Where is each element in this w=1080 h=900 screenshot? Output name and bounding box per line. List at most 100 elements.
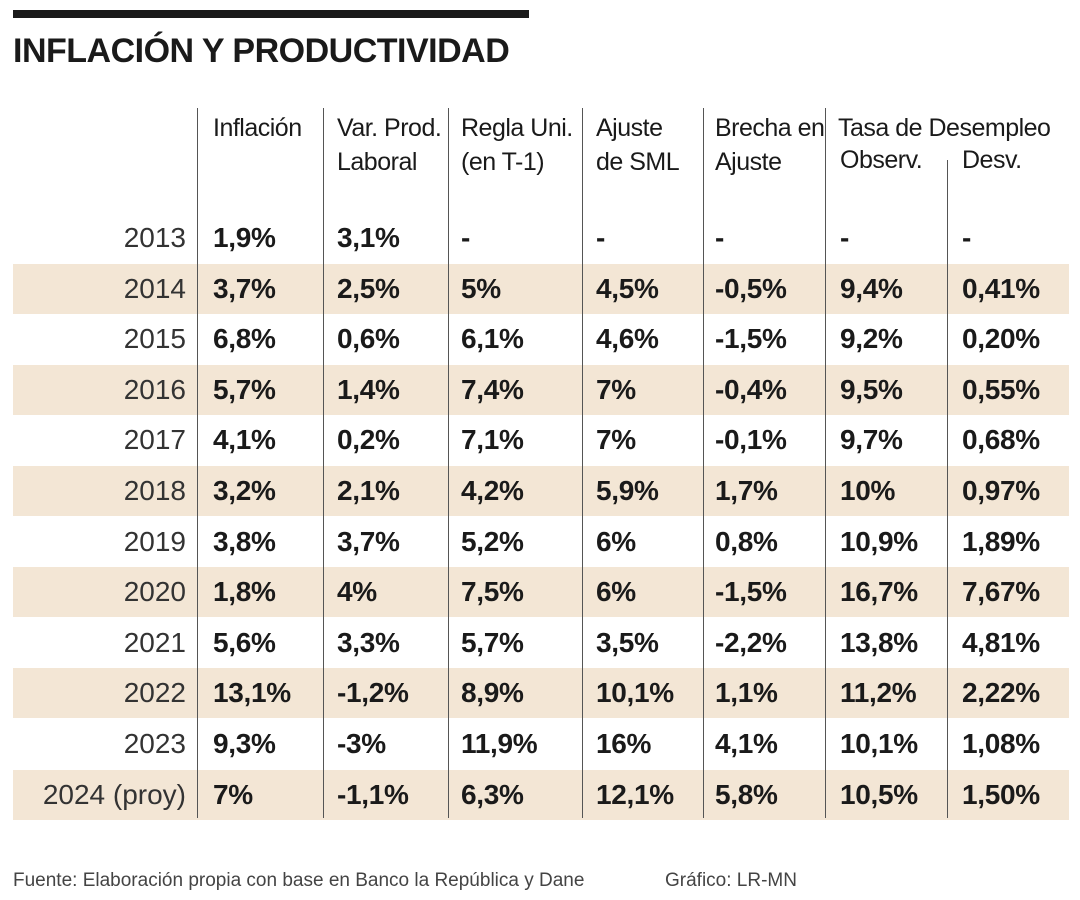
column-header-inflacion: Inflación <box>213 114 302 142</box>
column-divider <box>947 160 948 818</box>
column-header-var_prod: Var. Prod. Laboral <box>337 114 442 176</box>
cell-ajuste: 5,9% <box>596 475 659 506</box>
cell-brecha: - <box>715 222 725 253</box>
cell-desv: 4,81% <box>962 626 1040 658</box>
source-note: Fuente: Elaboración propia con base en B… <box>13 870 585 891</box>
cell-observ: 9,5% <box>840 373 903 405</box>
graphic-credit: Gráfico: LR-MN <box>665 870 797 891</box>
column-header-ajuste: Ajuste de SML <box>596 114 680 176</box>
row-year-label: 2016 <box>123 373 186 405</box>
cell-var_prod: -3% <box>337 728 386 759</box>
cell-brecha: 4,1% <box>715 728 778 759</box>
row-year-label: 2020 <box>123 576 186 608</box>
cell-inflacion: 1,8% <box>213 576 276 608</box>
cell-ajuste: 16% <box>596 728 652 759</box>
chart-title: INFLACIÓN Y PRODUCTIVIDAD <box>13 32 510 70</box>
cell-desv: 1,50% <box>962 778 1040 810</box>
cell-var_prod: 3,1% <box>337 222 400 253</box>
cell-brecha: 1,1% <box>715 677 778 709</box>
row-year-label: 2018 <box>123 475 186 506</box>
cell-var_prod: 3,7% <box>337 525 400 557</box>
cell-regla: 5,7% <box>461 626 524 658</box>
column-header-observ: Observ. <box>840 146 923 174</box>
cell-brecha: -0,4% <box>715 373 787 405</box>
cell-inflacion: 13,1% <box>213 677 291 709</box>
cell-desv: 0,68% <box>962 424 1040 456</box>
cell-ajuste: 12,1% <box>596 778 674 810</box>
column-divider <box>323 108 324 818</box>
cell-desv: 0,20% <box>962 323 1040 355</box>
cell-inflacion: 3,2% <box>213 475 276 506</box>
cell-observ: 11,2% <box>840 677 917 709</box>
row-year-label: 2015 <box>123 323 186 355</box>
cell-observ: 10% <box>840 475 896 506</box>
cell-desv: 0,55% <box>962 373 1040 405</box>
row-year-label: 2013 <box>123 222 186 253</box>
cell-observ: 16,7% <box>840 576 918 608</box>
cell-ajuste: 10,1% <box>596 677 674 709</box>
cell-ajuste: 4,6% <box>596 323 659 355</box>
cell-observ: 10,9% <box>840 525 918 557</box>
cell-desv: 1,89% <box>962 525 1040 557</box>
cell-var_prod: -1,1% <box>337 778 409 810</box>
row-band <box>13 263 1069 314</box>
cell-inflacion: 4,1% <box>213 424 276 456</box>
column-header-desv: Desv. <box>962 146 1022 174</box>
cell-brecha: -0,1% <box>715 424 787 456</box>
cell-regla: 8,9% <box>461 677 524 709</box>
row-band <box>13 668 1069 719</box>
cell-brecha: 5,8% <box>715 778 778 810</box>
cell-var_prod: 4% <box>337 576 377 608</box>
cell-ajuste: 7% <box>596 373 636 405</box>
cell-regla: 6,3% <box>461 778 524 810</box>
column-divider <box>825 108 826 818</box>
cell-ajuste: - <box>596 222 606 253</box>
column-header-brecha: Brecha en Ajuste <box>715 114 825 176</box>
cell-inflacion: 3,7% <box>213 272 276 304</box>
row-band <box>13 769 1069 820</box>
cell-inflacion: 3,8% <box>213 525 276 557</box>
column-divider <box>448 108 449 818</box>
cell-brecha: 1,7% <box>715 475 778 506</box>
column-divider <box>703 108 704 818</box>
cell-desv: - <box>962 222 972 253</box>
cell-brecha: -0,5% <box>715 272 787 304</box>
cell-regla: 11,9% <box>461 728 538 759</box>
cell-observ: 9,2% <box>840 323 903 355</box>
column-divider <box>197 108 198 818</box>
row-year-label: 2024 (proy) <box>42 778 186 810</box>
cell-observ: - <box>840 222 850 253</box>
cell-ajuste: 6% <box>596 576 636 608</box>
cell-inflacion: 5,7% <box>213 373 276 405</box>
cell-observ: 10,5% <box>840 778 918 810</box>
cell-var_prod: 2,1% <box>337 475 400 506</box>
cell-inflacion: 7% <box>213 778 253 810</box>
cell-regla: 7,4% <box>461 373 524 405</box>
cell-regla: 4,2% <box>461 475 524 506</box>
cell-regla: 5,2% <box>461 525 524 557</box>
cell-inflacion: 9,3% <box>213 728 276 759</box>
group-header-tasa-desempleo: Tasa de Desempleo <box>838 114 1051 142</box>
cell-brecha: -1,5% <box>715 323 787 355</box>
cell-var_prod: 0,6% <box>337 323 400 355</box>
cell-brecha: 0,8% <box>715 525 778 557</box>
cell-desv: 7,67% <box>962 576 1040 608</box>
cell-ajuste: 7% <box>596 424 636 456</box>
row-year-label: 2019 <box>123 525 186 557</box>
row-year-label: 2017 <box>123 424 186 456</box>
row-band <box>13 364 1069 415</box>
cell-ajuste: 6% <box>596 525 636 557</box>
cell-ajuste: 4,5% <box>596 272 659 304</box>
cell-inflacion: 6,8% <box>213 323 276 355</box>
row-year-label: 2022 <box>123 677 186 709</box>
row-year-label: 2023 <box>123 728 186 759</box>
cell-var_prod: 1,4% <box>337 373 400 405</box>
cell-regla: 7,5% <box>461 576 524 608</box>
cell-desv: 2,22% <box>962 677 1040 709</box>
cell-regla: - <box>461 222 471 253</box>
column-divider <box>582 108 583 818</box>
cell-observ: 13,8% <box>840 626 918 658</box>
cell-var_prod: 3,3% <box>337 626 400 658</box>
cell-brecha: -2,2% <box>715 626 787 658</box>
row-band <box>13 466 1069 516</box>
